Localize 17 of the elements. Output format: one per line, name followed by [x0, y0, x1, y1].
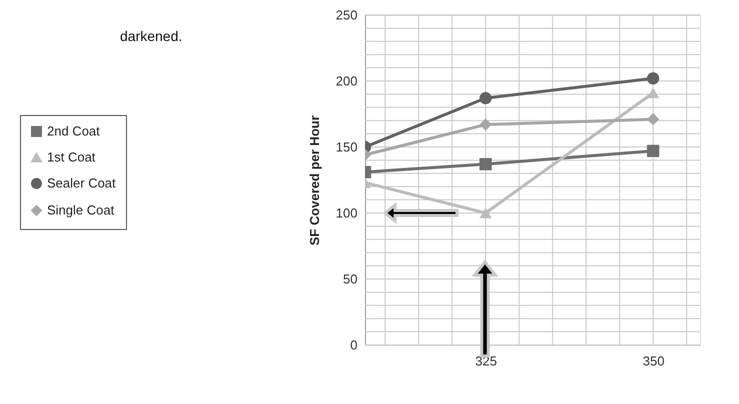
legend-label: 2nd Coat [47, 124, 100, 138]
y-tick-label: 150 [336, 140, 358, 154]
y-tick-label: 100 [336, 206, 358, 220]
point [646, 113, 660, 126]
y-tick-label: 250 [336, 8, 358, 22]
y-tick-label: 200 [336, 74, 358, 88]
point [646, 88, 660, 98]
y-tick-label: 0 [350, 338, 358, 352]
legend-label: 1st Coat [47, 150, 96, 164]
y-axis-title: SF Covered per Hour [306, 115, 322, 246]
y-tick-label: 50 [343, 272, 358, 286]
text: darkened. [120, 28, 182, 44]
point [646, 144, 660, 158]
x-tick-label: 350 [642, 354, 664, 368]
legend-label: Sealer Coat [47, 176, 116, 190]
point [646, 72, 660, 84]
legend-label: Single Coat [47, 202, 115, 218]
